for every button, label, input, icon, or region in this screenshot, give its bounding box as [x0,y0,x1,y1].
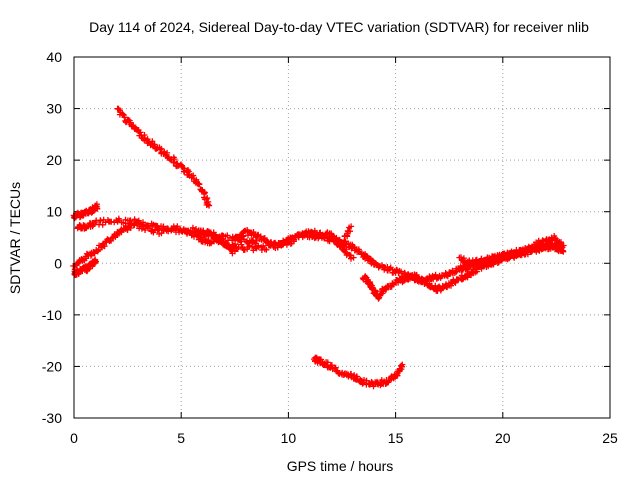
series-arc-5-descending [114,105,213,209]
y-tick-label: -30 [42,410,62,426]
x-tick-label: 0 [70,430,78,446]
series-arc-10-low-scatter [359,271,420,302]
data-markers [70,218,141,273]
series-arc-12-late-upper [456,237,567,268]
series-arc-2-rising [70,218,141,273]
x-tick-label: 5 [177,430,185,446]
x-tick-label: 25 [602,430,618,446]
y-tick-label: 30 [46,101,62,117]
x-tick-label: 20 [495,430,511,446]
x-tick-label: 15 [388,430,404,446]
plot-data [70,105,567,390]
y-tick-label: 10 [46,204,62,220]
x-axis-label: GPS time / hours [287,458,394,474]
data-markers [456,237,567,268]
series-arc-3-low [71,256,99,278]
y-tick-label: -20 [42,358,62,374]
data-markers [311,354,406,390]
y-axis-label: SDTVAR / TECUs [7,182,23,294]
y-tick-label: 0 [54,255,62,271]
x-tick-label: 10 [281,430,297,446]
plot-frame [73,56,611,419]
data-markers [359,271,420,302]
data-markers [114,105,213,209]
y-tick-label: 20 [46,152,62,168]
series-arc-13-negative [311,354,406,390]
chart-title: Day 114 of 2024, Sidereal Day-to-day VTE… [89,19,589,35]
data-markers [71,256,99,278]
y-tick-label: 40 [46,49,62,65]
y-tick-label: -10 [42,307,62,323]
